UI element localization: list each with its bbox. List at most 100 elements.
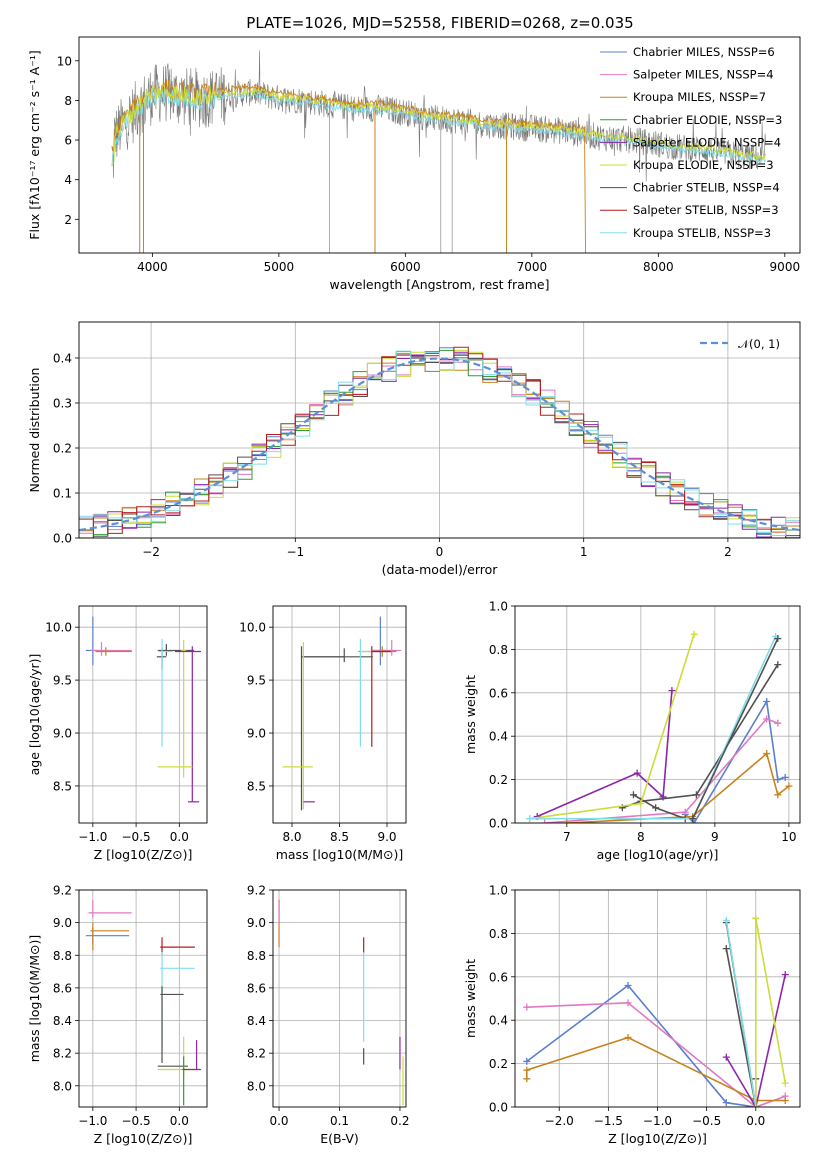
y-tick-label: 0.4 [489, 730, 508, 744]
weight-point [752, 914, 760, 922]
y-tick-label: 0.0 [53, 532, 72, 546]
legend-entry: Kroupa ELODIE, NSSP=3 [633, 158, 774, 172]
y-tick-label: 9.0 [53, 916, 72, 930]
y-tick-label: 8.2 [53, 1047, 72, 1061]
y-tick-label: 8.8 [53, 949, 72, 963]
weight-point [781, 773, 789, 781]
chart-spectrum: 4000 5000 6000 7000 8000 9000 2 4 6 8 10 wavelength… [27, 36, 801, 292]
weight-point [785, 782, 793, 790]
weight-point [774, 791, 782, 799]
figure-title: PLATE=1026, MJD=52558, FIBERID=0268, z=0… [246, 14, 633, 32]
weight-point [781, 971, 789, 979]
weight-series [544, 717, 779, 823]
weight-point [633, 769, 641, 777]
legend-entry: 𝒩(0, 1) [738, 337, 780, 351]
histogram-series [79, 349, 800, 538]
y-tick-label: 0.8 [489, 927, 508, 941]
x-axis-label: E(B-V) [320, 1131, 359, 1146]
x-tick-label: −1.0 [643, 1114, 672, 1128]
legend-entry: Chabrier MILES, NSSP=6 [633, 45, 775, 59]
y-tick-label: 8 [64, 94, 72, 108]
y-tick-label: 0.6 [489, 970, 508, 984]
legend-entry: Salpeter MILES, NSSP=4 [633, 68, 774, 82]
weight-point [523, 1057, 531, 1065]
x-tick-label: −1 [286, 545, 304, 559]
y-tick-label: 0.0 [489, 817, 508, 831]
plot-area [282, 616, 402, 811]
chart-age-vs-mass: 8.0 8.5 9.0 8.5 9.0 9.5 10.0 mass [log10(M/M⊙)] [239, 605, 407, 862]
y-tick-label: 4 [64, 173, 72, 187]
y-tick-label: 10 [57, 54, 72, 68]
x-tick-label: −2 [142, 545, 160, 559]
y-tick-label: 10.0 [45, 621, 72, 635]
weight-point [523, 1066, 531, 1074]
weight-series [526, 984, 756, 1107]
weight-series [691, 638, 779, 820]
x-axis-label: Z [log10(Z/Z⊙)] [608, 1131, 707, 1146]
weight-point [668, 687, 676, 695]
y-axis-label: mass weight [463, 959, 478, 1038]
weight-point [637, 799, 645, 807]
y-axis-label: mass weight [463, 675, 478, 754]
x-tick-label: 0.0 [170, 1114, 189, 1128]
y-tick-label: 0.0 [489, 1101, 508, 1115]
legend-entry: Kroupa STELIB, NSSP=3 [633, 226, 771, 240]
weight-point [624, 999, 632, 1007]
model-spectrum-2 [111, 84, 767, 166]
y-tick-label: 9.0 [53, 727, 72, 741]
plot-area [85, 899, 201, 1106]
y-tick-label: 0.2 [489, 1057, 508, 1071]
y-axis-label: mass [log10(M/M⊙)] [27, 935, 42, 1063]
y-tick-label: 0.2 [489, 773, 508, 787]
weight-series [725, 920, 757, 1107]
axes-frame [272, 889, 407, 1108]
weight-point [652, 804, 660, 812]
weight-point [692, 791, 700, 799]
y-tick-label: 0.4 [489, 1014, 508, 1028]
y-tick-label: 0.1 [53, 487, 72, 501]
plot-area [79, 346, 800, 538]
legend-entry: Chabrier ELODIE, NSSP=3 [633, 113, 782, 127]
legend-entry: Salpeter STELIB, NSSP=3 [633, 203, 779, 217]
x-tick-label: 0.0 [269, 1114, 288, 1128]
y-tick-label: 9.5 [247, 674, 266, 688]
y-tick-label: 8.6 [247, 981, 266, 995]
weight-series [526, 1001, 786, 1107]
weight-point [629, 791, 637, 799]
weight-point [624, 981, 632, 989]
weight-point [563, 819, 571, 823]
x-axis-label: Z [log10(Z/Z⊙)] [94, 1131, 193, 1146]
y-tick-label: 8.0 [53, 1079, 72, 1093]
y-axis-label: Flux [fλ10⁻¹⁷ erg cm⁻² s⁻¹ A⁻¹] [27, 50, 42, 239]
x-tick-label: 6000 [390, 260, 421, 274]
normal-curve [79, 357, 800, 532]
x-tick-label: −0.5 [692, 1114, 721, 1128]
legend-entry: Kroupa MILES, NSSP=7 [633, 90, 766, 104]
axes-frame [78, 36, 801, 254]
weight-point [690, 630, 698, 638]
weight-point [523, 1075, 531, 1083]
plot-area [85, 616, 201, 803]
weight-point [523, 1003, 531, 1011]
histogram-series [79, 347, 800, 538]
y-tick-label: 9.0 [247, 916, 266, 930]
weight-series [755, 918, 787, 1107]
chart-mass-vs-ebv: 0.0 0.1 0.2 8.0 8.2 8.4 8.6 8.8 9.0 9.2 E(B-V) [247, 884, 410, 1147]
weight-point [690, 819, 698, 823]
weight-point [763, 715, 771, 723]
y-tick-label: 8.4 [247, 1014, 266, 1028]
axes-frame [272, 605, 407, 824]
x-tick-label: 1 [580, 545, 588, 559]
x-tick-label: 9000 [770, 260, 801, 274]
plot-area [526, 630, 793, 823]
weight-point [624, 1034, 632, 1042]
weight-point [722, 1053, 730, 1061]
weight-point [752, 1103, 760, 1107]
x-tick-label: 0.1 [330, 1114, 349, 1128]
axes-frame [514, 605, 801, 824]
chart-residual-histogram: −2 −1 0 1 2 0.0 0.1 0.2 0.3 0.4 (data-model)/error… [27, 321, 801, 577]
legend-entry: Chabrier STELIB, NSSP=4 [633, 181, 780, 195]
model-spectrum-0 [111, 78, 586, 253]
x-tick-label: 0.0 [170, 830, 189, 844]
